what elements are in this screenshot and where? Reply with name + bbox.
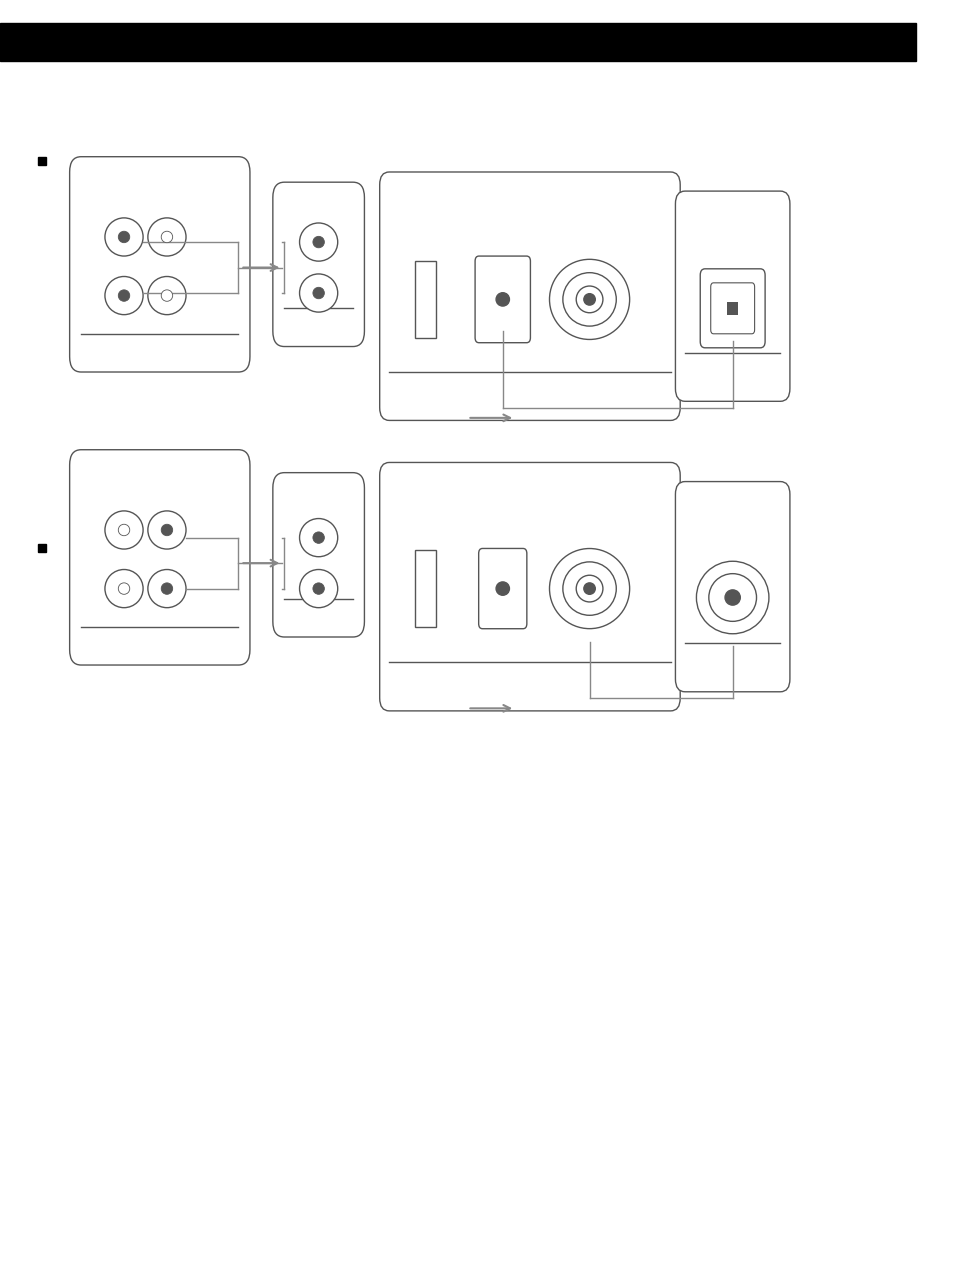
- Ellipse shape: [313, 288, 324, 298]
- Ellipse shape: [724, 590, 740, 605]
- Ellipse shape: [313, 533, 324, 543]
- Ellipse shape: [313, 237, 324, 247]
- FancyBboxPatch shape: [70, 450, 250, 665]
- Ellipse shape: [313, 583, 324, 594]
- FancyBboxPatch shape: [675, 482, 789, 692]
- FancyBboxPatch shape: [478, 548, 526, 629]
- Ellipse shape: [161, 290, 172, 301]
- Ellipse shape: [299, 274, 337, 312]
- Ellipse shape: [118, 583, 130, 594]
- FancyBboxPatch shape: [379, 462, 679, 711]
- Ellipse shape: [562, 562, 616, 615]
- Ellipse shape: [549, 260, 629, 339]
- Ellipse shape: [148, 218, 186, 256]
- FancyBboxPatch shape: [70, 157, 250, 372]
- Ellipse shape: [118, 232, 130, 242]
- Ellipse shape: [576, 576, 602, 601]
- Ellipse shape: [583, 583, 595, 594]
- Ellipse shape: [148, 569, 186, 608]
- FancyBboxPatch shape: [273, 182, 364, 347]
- Ellipse shape: [496, 293, 509, 306]
- Bar: [415, 550, 436, 627]
- Ellipse shape: [299, 569, 337, 608]
- Ellipse shape: [105, 276, 143, 315]
- Bar: [0, 23, 915, 61]
- Ellipse shape: [696, 562, 768, 633]
- Ellipse shape: [496, 582, 509, 595]
- Ellipse shape: [148, 276, 186, 315]
- Ellipse shape: [148, 511, 186, 549]
- FancyBboxPatch shape: [675, 191, 789, 401]
- Ellipse shape: [299, 223, 337, 261]
- Ellipse shape: [105, 569, 143, 608]
- FancyBboxPatch shape: [379, 172, 679, 420]
- Ellipse shape: [118, 525, 130, 535]
- Ellipse shape: [549, 549, 629, 628]
- Ellipse shape: [583, 294, 595, 304]
- Ellipse shape: [708, 573, 756, 622]
- Ellipse shape: [161, 583, 172, 594]
- Ellipse shape: [299, 519, 337, 557]
- Ellipse shape: [161, 232, 172, 242]
- FancyBboxPatch shape: [710, 283, 754, 334]
- Ellipse shape: [105, 218, 143, 256]
- Bar: [726, 302, 738, 315]
- Bar: [415, 261, 436, 338]
- Ellipse shape: [118, 290, 130, 301]
- Ellipse shape: [576, 287, 602, 312]
- FancyBboxPatch shape: [273, 473, 364, 637]
- FancyBboxPatch shape: [700, 269, 764, 348]
- Ellipse shape: [562, 273, 616, 326]
- Ellipse shape: [105, 511, 143, 549]
- Ellipse shape: [161, 525, 172, 535]
- FancyBboxPatch shape: [475, 256, 530, 343]
